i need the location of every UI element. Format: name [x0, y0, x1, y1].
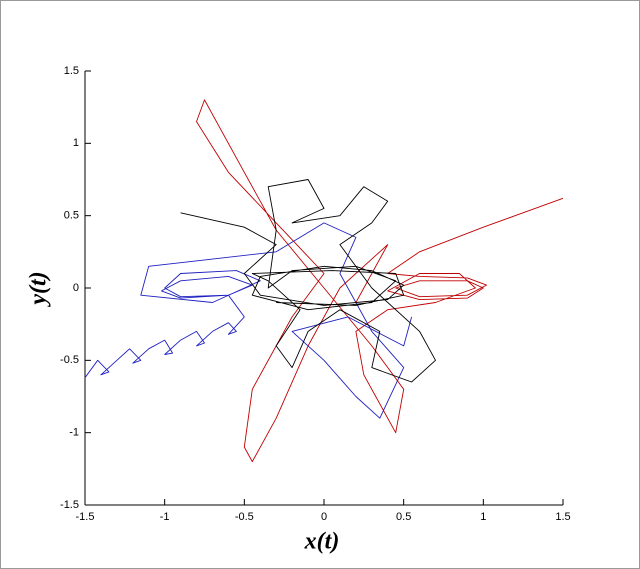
- x-tick-label: -0.5: [235, 511, 254, 523]
- x-tick-label: -1.5: [76, 511, 95, 523]
- y-tick-label: 0.5: [64, 210, 79, 222]
- y-tick-label: -1: [69, 427, 79, 439]
- trajectory: [196, 99, 564, 463]
- x-tick-label: 1: [480, 511, 486, 523]
- y-tick-label: 1: [73, 137, 79, 149]
- y-tick-label: 0: [73, 282, 79, 294]
- x-tick-label: 1.5: [555, 511, 570, 523]
- y-tick-label: 1.5: [64, 65, 79, 77]
- x-tick-label: 0.5: [396, 511, 411, 523]
- y-axis-title: y(t): [26, 271, 52, 307]
- x-tick-label: -1: [160, 511, 170, 523]
- trajectory: [84, 222, 413, 419]
- x-tick-label: 0: [321, 511, 327, 523]
- y-tick-label: -0.5: [60, 354, 79, 366]
- trajectory: [180, 179, 436, 383]
- y-tick-label: -1.5: [60, 499, 79, 511]
- x-axis-title: x(t): [304, 529, 340, 555]
